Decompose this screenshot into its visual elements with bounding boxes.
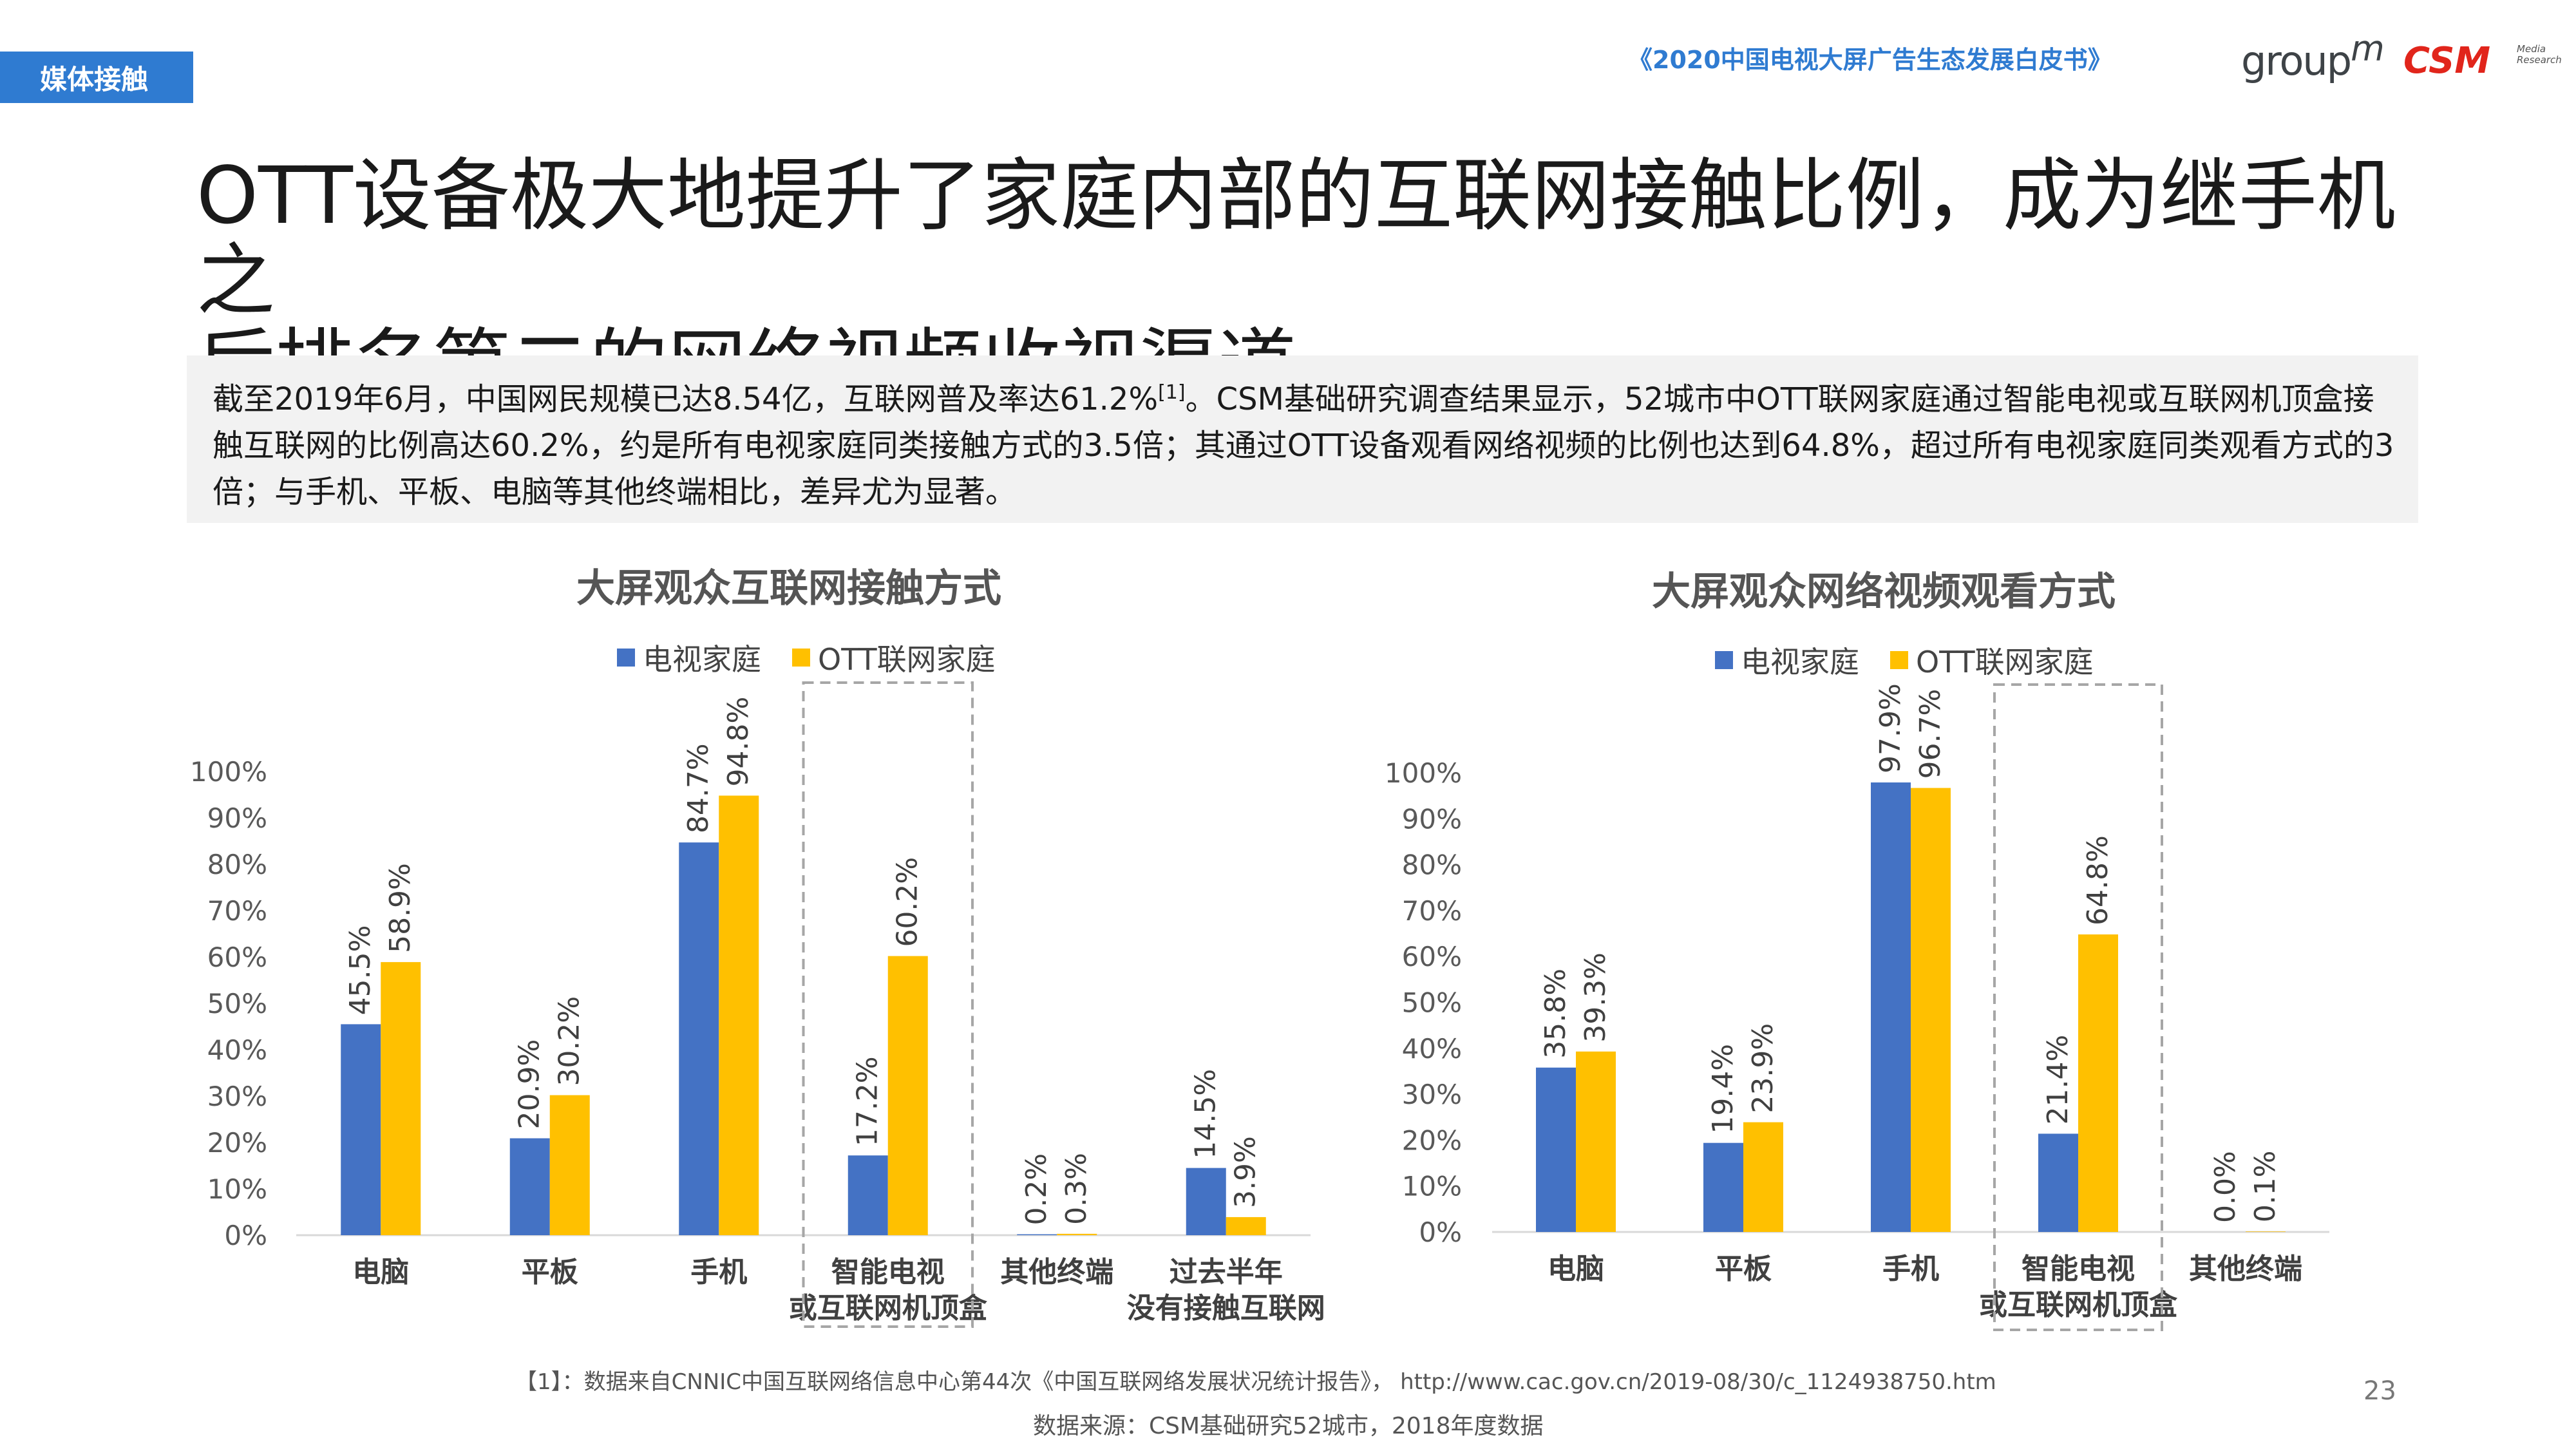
- csm-logo-subtitle: Media Research: [2517, 43, 2562, 66]
- y-tick-label: 50%: [207, 988, 267, 1019]
- data-label: 84.7%: [682, 743, 715, 833]
- whitepaper-title: 《2020中国电视大屏广告生态发展白皮书》: [1628, 46, 2112, 74]
- x-tick-label: 没有接触互联网: [1127, 1292, 1325, 1325]
- data-label: 20.9%: [513, 1039, 546, 1130]
- bar: [381, 961, 421, 1235]
- data-label: 94.8%: [722, 697, 755, 787]
- groupm-logo-mark: m: [2351, 28, 2385, 69]
- data-label: 30.2%: [553, 996, 586, 1086]
- x-tick-label: 电脑: [352, 1256, 409, 1289]
- bar: [341, 1024, 381, 1235]
- data-label: 0.2%: [1020, 1153, 1053, 1226]
- bar: [1057, 1233, 1097, 1235]
- legend-label-tv: 电视家庭: [1741, 645, 1859, 679]
- bar: [1186, 1168, 1226, 1235]
- bar: [1226, 1217, 1266, 1235]
- chart-2-legend: 电视家庭 OTT联网家庭: [1715, 639, 2125, 681]
- y-tick-label: 60%: [207, 942, 267, 973]
- y-tick-label: 40%: [207, 1034, 267, 1066]
- bar: [848, 1155, 888, 1235]
- footnote: 【1】：数据来自CNNIC中国互联网络信息中心第44次《中国互联网络发展状况统计…: [515, 1369, 1996, 1395]
- csm-logo: CSM: [2403, 40, 2491, 82]
- x-tick-label: 过去半年: [1170, 1256, 1283, 1289]
- data-label: 45.5%: [344, 925, 377, 1016]
- summary-part-2: 。CSM基础研究调查结果显示，52城市中OTT联网家庭通过智能电视或互联网机顶盒…: [213, 381, 2394, 510]
- data-label: 0.3%: [1060, 1153, 1093, 1225]
- bar: [887, 956, 928, 1235]
- bar: [719, 795, 759, 1235]
- y-tick-label: 100%: [190, 756, 267, 788]
- x-tick-label: 平板: [522, 1256, 578, 1289]
- y-tick-label: 20%: [207, 1127, 267, 1159]
- data-label: 58.9%: [384, 863, 417, 953]
- x-tick-label: 智能电视: [831, 1256, 945, 1289]
- chart-1-title: 大屏观众互联网接触方式: [576, 566, 1001, 611]
- section-tag: 媒体接触: [0, 52, 193, 103]
- data-label: 14.5%: [1189, 1069, 1222, 1159]
- data-label: 60.2%: [891, 857, 924, 947]
- x-tick-label: 手机: [690, 1256, 747, 1289]
- chart-2-title: 大屏观众网络视频观看方式: [1652, 569, 2116, 614]
- page-number: 23: [2363, 1376, 2396, 1406]
- legend-label-ott: OTT联网家庭: [1916, 645, 2094, 679]
- y-tick-label: 10%: [207, 1173, 267, 1205]
- x-tick-label: 其他终端: [1000, 1256, 1113, 1289]
- bar: [509, 1138, 550, 1235]
- groupm-logo: groupm: [2241, 28, 2385, 84]
- groupm-logo-text: group: [2241, 37, 2352, 84]
- page-title-line-1: OTT设备极大地提升了家庭内部的互联网接触比例，成为继手机之: [196, 150, 2396, 327]
- y-tick-label: 90%: [207, 802, 267, 834]
- legend-swatch-ott: [1890, 651, 1908, 669]
- legend-item-ott: OTT联网家庭: [792, 636, 996, 679]
- summary-reference: [1]: [1158, 381, 1186, 404]
- summary-part-1: 截至2019年6月，中国网民规模已达8.54亿，互联网普及率达61.2%: [213, 381, 1159, 417]
- legend-item-tv: 电视家庭: [1715, 639, 1859, 681]
- summary-text: 截至2019年6月，中国网民规模已达8.54亿，互联网普及率达61.2%[1]。…: [213, 370, 2402, 515]
- legend-item-tv: 电视家庭: [617, 636, 761, 679]
- legend-swatch-tv: [617, 649, 635, 667]
- x-tick-label: 或互联网机顶盒: [789, 1292, 988, 1325]
- chart-1-legend: 电视家庭 OTT联网家庭: [617, 636, 1027, 679]
- bar: [679, 842, 719, 1235]
- legend-swatch-tv: [1715, 651, 1733, 669]
- y-tick-label: 0%: [224, 1220, 267, 1251]
- legend-item-ott: OTT联网家庭: [1890, 639, 2094, 681]
- y-tick-label: 80%: [207, 849, 267, 880]
- summary-box: 截至2019年6月，中国网民规模已达8.54亿，互联网普及率达61.2%[1]。…: [187, 355, 2418, 523]
- data-label: 17.2%: [851, 1056, 884, 1146]
- legend-label-ott: OTT联网家庭: [818, 642, 996, 677]
- y-tick-label: 30%: [207, 1081, 267, 1112]
- y-tick-label: 70%: [207, 895, 267, 927]
- legend-swatch-ott: [792, 649, 810, 667]
- data-label: 3.9%: [1229, 1136, 1262, 1208]
- bar: [549, 1095, 590, 1235]
- highlight-box: [802, 681, 974, 1328]
- data-source: 数据来源：CSM基础研究52城市，2018年度数据: [1033, 1413, 1544, 1439]
- legend-label-tv: 电视家庭: [643, 642, 761, 677]
